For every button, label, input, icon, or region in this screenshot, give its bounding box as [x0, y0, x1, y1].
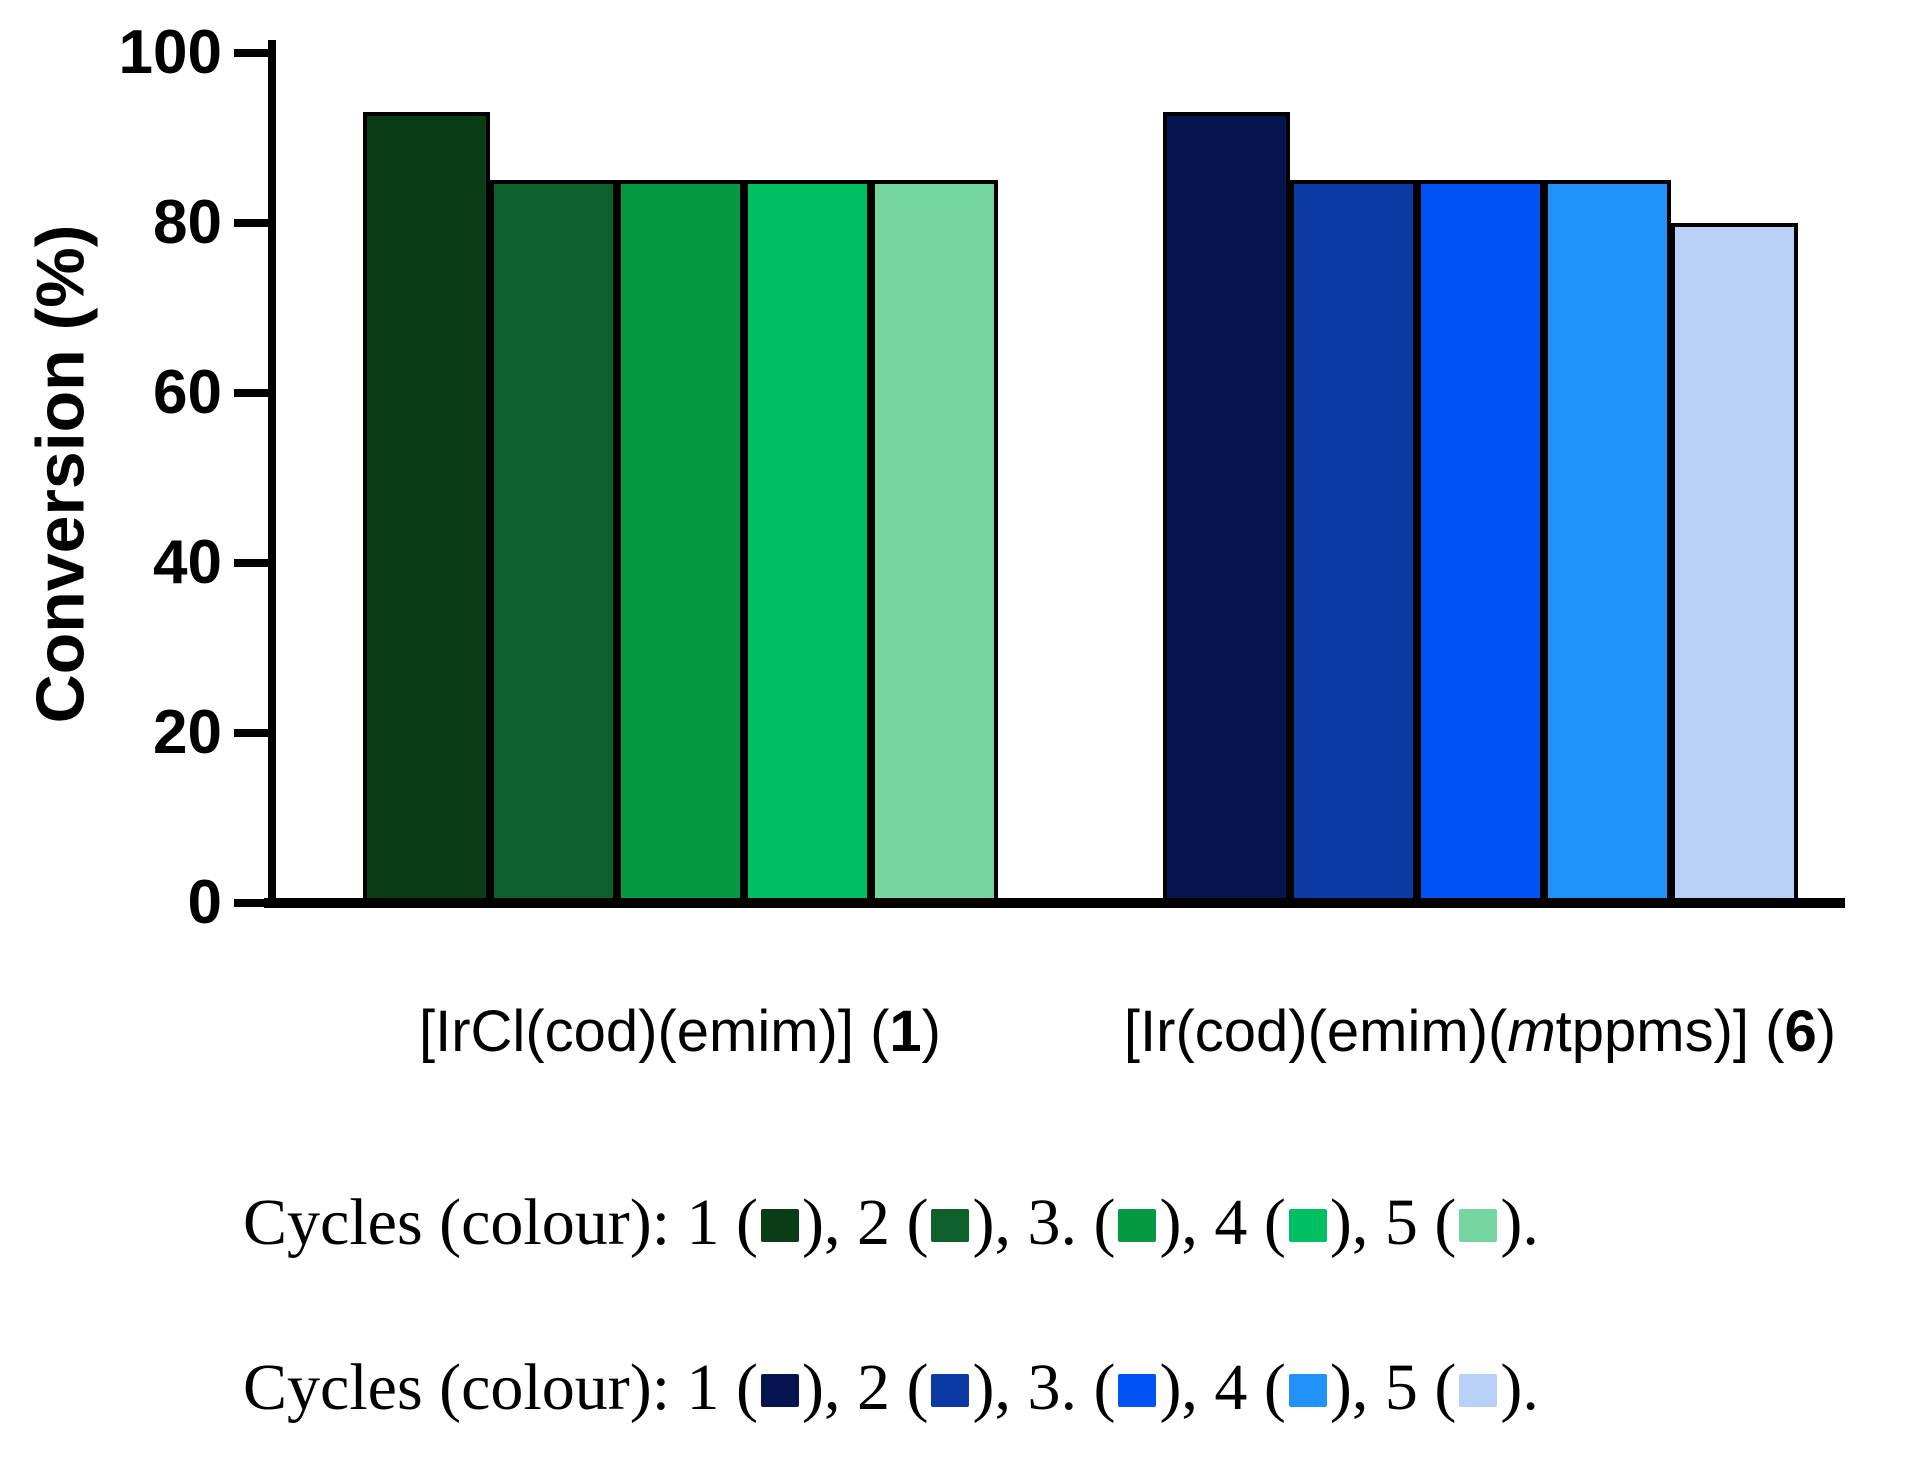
xlabel1-close: )	[921, 999, 941, 1064]
y-tick-60	[234, 389, 272, 397]
legend2-seg1: ), 2 (	[802, 1351, 929, 1424]
y-tick-label-60: 60	[153, 358, 222, 427]
y-tick-20	[234, 729, 272, 737]
legend-swatch-blue-cycle2	[931, 1374, 970, 1407]
legend1-seg4: ), 5 (	[1329, 1186, 1457, 1259]
y-tick-40	[234, 559, 272, 567]
legend-swatch-blue-cycle5	[1459, 1374, 1498, 1407]
bar-complex1-cycle2	[490, 180, 617, 903]
bar-complex6-cycle1	[1163, 112, 1290, 903]
legend2-seg5: ).	[1500, 1351, 1539, 1424]
x-category-label-complex6: [Ir(cod)(emim)(mtppms)] (6)	[1050, 998, 1910, 1065]
y-tick-80	[234, 219, 272, 227]
x-category-label-complex1: [IrCl(cod)(emim)] (1)	[280, 998, 1080, 1065]
bar-complex1-cycle1	[363, 112, 490, 903]
xlabel1-bold-number: 1	[889, 999, 922, 1064]
xlabel2-bold-number: 6	[1784, 999, 1817, 1064]
y-tick-label-0: 0	[187, 868, 222, 937]
legend-blue-cycles: Cycles (colour): 1 ( ), 2 ( ), 3. ( ), 4 ()…	[243, 1350, 1539, 1426]
xlabel2-italic-m: m	[1507, 999, 1556, 1064]
bar-complex6-cycle2	[1290, 180, 1417, 903]
legend2-seg3: ), 4 (	[1159, 1351, 1286, 1424]
y-tick-label-20: 20	[153, 698, 222, 767]
bar-complex6-cycle4	[1544, 180, 1671, 903]
bar-complex1-cycle5	[871, 180, 998, 903]
legend-swatch-green-cycle3	[1118, 1209, 1157, 1242]
y-axis-line	[268, 40, 276, 908]
legend-swatch-green-cycle2	[931, 1209, 970, 1242]
legend-swatch-green-cycle4	[1288, 1209, 1327, 1242]
bar-complex6-cycle3	[1417, 180, 1544, 903]
bar-complex6-cycle5	[1671, 223, 1798, 903]
legend2-seg2: ), 3. (	[972, 1351, 1116, 1424]
legend1-seg2: ), 3. (	[972, 1186, 1116, 1259]
legend1-seg0: Cycles (colour): 1 (	[243, 1186, 759, 1259]
legend-swatch-blue-cycle4	[1288, 1374, 1327, 1407]
legend-swatch-blue-cycle1	[761, 1374, 800, 1407]
legend-swatch-blue-cycle3	[1118, 1374, 1157, 1407]
y-tick-0	[234, 899, 272, 907]
legend-swatch-green-cycle1	[761, 1209, 800, 1242]
legend1-seg1: ), 2 (	[802, 1186, 929, 1259]
y-tick-label-40: 40	[153, 528, 222, 597]
legend1-seg5: ).	[1500, 1186, 1539, 1259]
legend2-seg4: ), 5 (	[1329, 1351, 1457, 1424]
x-axis-line	[264, 898, 1845, 908]
xlabel2-close: )	[1816, 999, 1837, 1064]
y-tick-label-80: 80	[153, 188, 222, 257]
bar-complex1-cycle4	[744, 180, 871, 903]
legend2-seg0: Cycles (colour): 1 (	[243, 1351, 759, 1424]
xlabel2-text2: tppms)] (	[1555, 999, 1785, 1064]
bar-complex1-cycle3	[617, 180, 744, 903]
legend1-seg3: ), 4 (	[1159, 1186, 1286, 1259]
y-tick-label-100: 100	[118, 18, 222, 87]
xlabel1-text: [IrCl(cod)(emim)] (	[419, 999, 890, 1064]
y-axis-title-wrap: Conversion (%)	[0, 40, 120, 908]
y-axis-title: Conversion (%)	[22, 224, 98, 724]
legend-swatch-green-cycle5	[1459, 1209, 1498, 1242]
y-tick-100	[234, 49, 272, 57]
xlabel2-text: [Ir(cod)(emim)(	[1123, 999, 1508, 1064]
legend-green-cycles: Cycles (colour): 1 ( ), 2 ( ), 3. ( ), 4 ()…	[243, 1185, 1539, 1261]
